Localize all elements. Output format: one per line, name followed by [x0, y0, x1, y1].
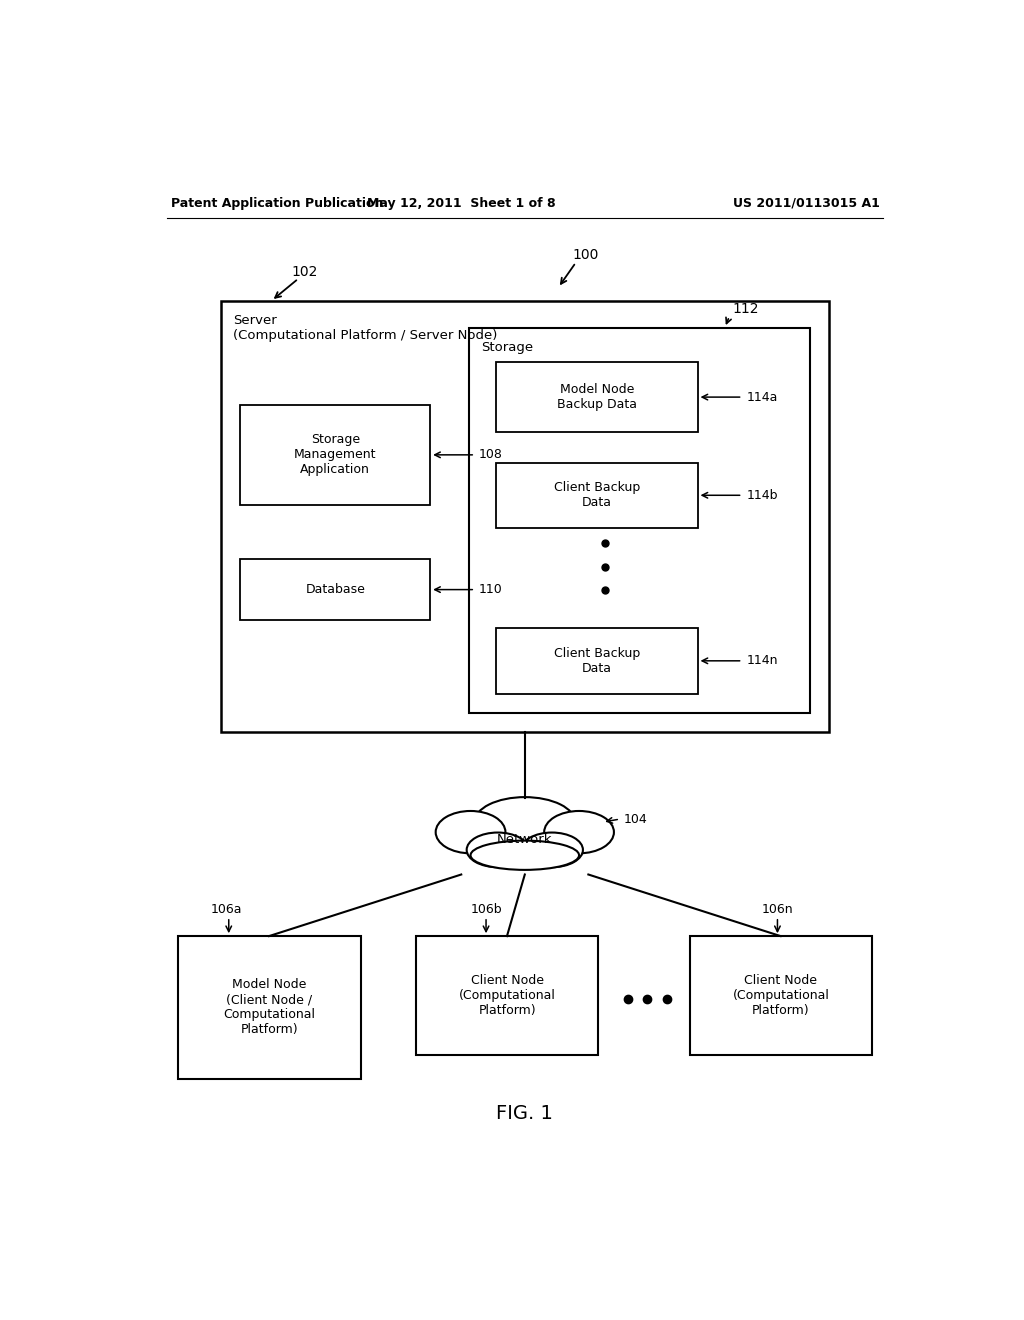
Text: 114a: 114a: [746, 391, 778, 404]
Bar: [496, 462, 697, 528]
Ellipse shape: [471, 841, 579, 870]
Ellipse shape: [474, 797, 575, 847]
Text: 104: 104: [624, 813, 648, 825]
Ellipse shape: [544, 810, 614, 853]
Text: Database: Database: [305, 583, 366, 597]
Text: 106b: 106b: [471, 903, 502, 916]
Text: 112: 112: [732, 301, 759, 315]
Text: Client Backup
Data: Client Backup Data: [554, 647, 640, 675]
Text: US 2011/0113015 A1: US 2011/0113015 A1: [733, 197, 880, 210]
Text: 106n: 106n: [762, 903, 794, 916]
Text: 114n: 114n: [746, 655, 778, 668]
Text: 114b: 114b: [746, 488, 778, 502]
Text: (Computational Platform / Server Node): (Computational Platform / Server Node): [232, 329, 497, 342]
Text: Storage
Management
Application: Storage Management Application: [294, 433, 377, 477]
Text: Client Node
(Computational
Platform): Client Node (Computational Platform): [459, 974, 556, 1018]
Text: 106a: 106a: [211, 903, 243, 916]
Bar: [241, 558, 430, 620]
Bar: [221, 301, 829, 733]
Ellipse shape: [521, 833, 583, 867]
Bar: [241, 405, 430, 506]
Text: Storage: Storage: [480, 341, 532, 354]
Bar: [690, 936, 872, 1056]
Text: May 12, 2011  Sheet 1 of 8: May 12, 2011 Sheet 1 of 8: [367, 197, 556, 210]
Text: Network: Network: [497, 833, 553, 846]
Text: Client Node
(Computational
Platform): Client Node (Computational Platform): [732, 974, 829, 1018]
Bar: [496, 363, 697, 432]
Text: FIG. 1: FIG. 1: [497, 1104, 553, 1123]
Text: Server: Server: [232, 314, 276, 326]
Ellipse shape: [467, 833, 528, 867]
Text: Client Backup
Data: Client Backup Data: [554, 482, 640, 510]
Ellipse shape: [435, 810, 506, 853]
Bar: [469, 327, 810, 713]
Text: 102: 102: [292, 265, 317, 280]
Text: Patent Application Publication: Patent Application Publication: [171, 197, 383, 210]
Bar: [178, 936, 360, 1078]
Text: 100: 100: [572, 248, 598, 261]
Bar: [417, 936, 598, 1056]
Bar: [496, 628, 697, 693]
Text: 108: 108: [479, 449, 503, 462]
Text: Model Node
Backup Data: Model Node Backup Data: [557, 383, 637, 411]
Text: Model Node
(Client Node /
Computational
Platform): Model Node (Client Node / Computational …: [223, 978, 315, 1036]
Text: 110: 110: [479, 583, 503, 597]
